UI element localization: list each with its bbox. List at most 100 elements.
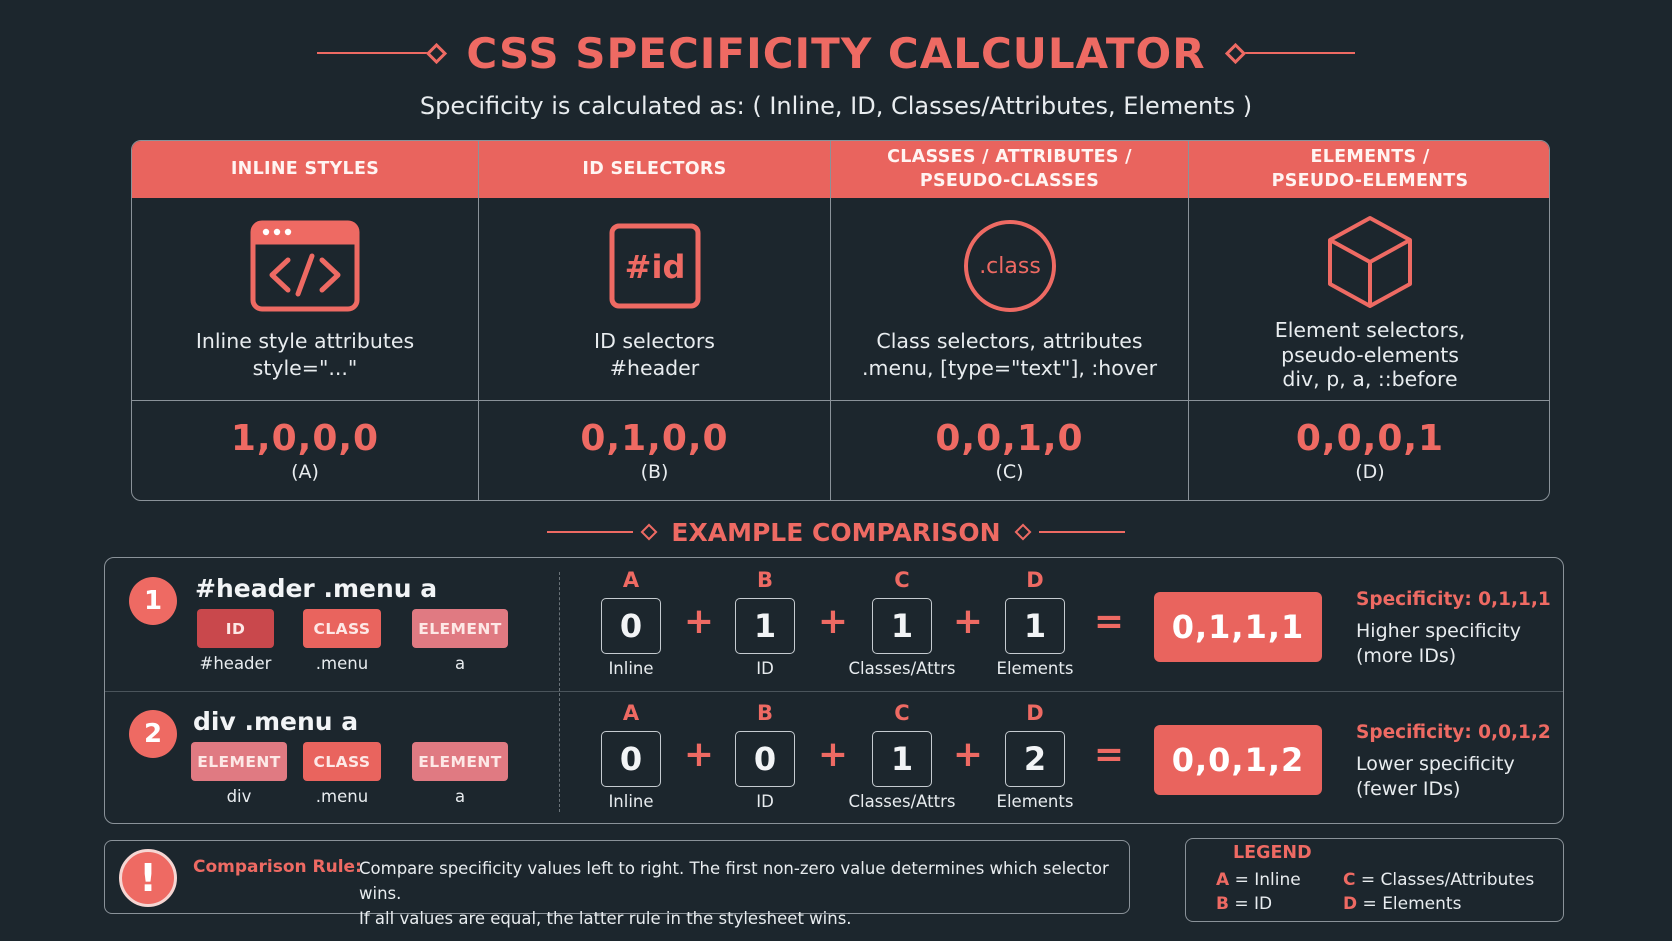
legend-eq: = [1234,870,1249,890]
legend-eq: = [1234,894,1249,914]
legend-key: D [1343,894,1358,914]
plus-sign: + [952,601,984,642]
letter-c: C [894,568,910,592]
column-header-line: ELEMENTS / [1310,147,1430,168]
rule-line: If all values are equal, the latter rule… [359,908,852,928]
column-header: ID SELECTORS [479,141,830,198]
tag-class: CLASS [303,742,381,781]
digit-label: Inline [608,659,654,678]
rule-line: Compare specificity values left to right… [359,859,1109,903]
title-ornament-left [317,42,448,64]
letter-d: D [1026,701,1044,725]
example-comparison-box: 1 #header .menu a ID #header CLASS .menu… [104,557,1564,824]
plus-sign: + [683,734,715,775]
tag-sub-label: a [454,787,466,806]
digit-id: 1 [735,598,795,654]
column-description: ID selectors #header [594,328,715,383]
column-elements: ELEMENTS / PSEUDO-ELEMENTS Element selec… [1189,141,1549,500]
hash-id-icon: #id [609,216,701,316]
legend-item-c: C = Classes/Attributes [1343,870,1534,890]
column-description: Class selectors, attributes .menu, [type… [862,328,1157,383]
example-row-1: 1 #header .menu a ID #header CLASS .menu… [105,558,1563,691]
specificity-letter: (B) [640,461,669,483]
note-line: (fewer IDs) [1356,777,1461,800]
digit-classes: 1 [872,731,932,787]
column-body: Inline style attributes style="..." [132,198,478,401]
digit-inline: 0 [601,731,661,787]
code-window-icon [250,216,360,316]
digit-label: ID [756,659,774,678]
letter-d: D [1026,568,1044,592]
example-number-badge: 1 [129,577,177,625]
letter-b: B [756,568,773,592]
row-divider [105,691,1563,692]
column-divider [559,572,560,812]
specificity-table: INLINE STYLES Inline style attributes [131,140,1550,501]
letter-c: C [894,701,910,725]
tag-sub-label: div [226,787,252,806]
legend-label: Elements [1382,894,1462,914]
description-line: Class selectors, attributes [876,329,1143,353]
letter-a: A [622,701,640,725]
column-header-line: CLASSES / ATTRIBUTES / [887,147,1132,168]
column-footer: 1,0,0,0 (A) [132,401,478,500]
description-line: .menu, [type="text"], :hover [861,356,1158,381]
column-description: Element selectors, pseudo-elements div, … [1275,318,1465,392]
column-header-line: PSEUDO-ELEMENTS [1271,170,1469,191]
note-line: Lower specificity [1356,753,1515,775]
column-footer: 0,0,1,0 (C) [831,401,1188,500]
legend-item-b: B = ID [1216,894,1272,914]
icon-text: #id [624,248,685,286]
alert-icon: ! [119,849,177,907]
column-classes-attributes: CLASSES / ATTRIBUTES / PSEUDO-CLASSES .c… [831,141,1189,500]
specificity-value: 0,0,0,1 [1295,418,1445,459]
legend-item-a: A = Inline [1216,870,1301,890]
digit-label: Elements [996,659,1074,678]
description-line: Inline style attributes [195,329,415,353]
comparison-rule-box: ! Comparison Rule: Compare specificity v… [104,840,1130,928]
specificity-label: Specificity: 0,1,1,1 [1356,589,1551,610]
legend-label: ID [1254,894,1273,914]
result-value: 0,1,1,1 [1154,592,1322,662]
equals-sign: = [1093,734,1125,775]
equals-sign: = [1093,601,1125,642]
description-line: Element selectors, [1274,318,1466,342]
column-header: CLASSES / ATTRIBUTES / PSEUDO-CLASSES [831,141,1188,198]
plus-sign: + [817,601,849,642]
digit-classes: 1 [872,598,932,654]
specificity-value: 0,0,1,0 [935,418,1084,459]
tag-id: ID [197,609,274,648]
rule-title: Comparison Rule: [193,857,362,877]
legend-key: B [1216,894,1229,914]
digit-id: 0 [735,731,795,787]
example-selector: div .menu a [193,707,359,736]
class-circle-icon: .class [962,216,1058,316]
description-line: div, p, a, ::before [1282,367,1458,392]
description-line: #header [609,356,700,381]
tag-sub-label: .menu [315,787,369,806]
column-footer: 0,0,0,1 (D) [1189,401,1549,500]
letter-a: A [622,568,640,592]
plus-sign: + [952,734,984,775]
column-header: ELEMENTS / PSEUDO-ELEMENTS [1189,141,1549,198]
column-body: .class Class selectors, attributes .menu… [831,198,1188,401]
rule-text: Compare specificity values left to right… [359,857,1129,931]
example-heading: EXAMPLE COMPARISON [0,514,1672,550]
tag-element: ELEMENT [412,609,508,648]
tag-element: ELEMENT [412,742,508,781]
example-number-badge: 2 [129,710,177,758]
page-title: CSS SPECIFICITY CALCULATOR [466,28,1206,78]
digit-elements: 2 [1005,731,1065,787]
plus-sign: + [817,734,849,775]
description-line: pseudo-elements [1281,342,1459,367]
column-inline-styles: INLINE STYLES Inline style attributes [132,141,479,500]
legend-title: LEGEND [1233,843,1312,863]
letter-b: B [756,701,773,725]
legend-key: C [1343,870,1356,890]
legend-eq: = [1362,894,1377,914]
specificity-label: Specificity: 0,0,1,2 [1356,722,1551,743]
title-ornament-right [1224,42,1355,64]
description-line: ID selectors [594,329,715,353]
note-line: Higher specificity [1356,620,1521,642]
legend-label: Inline [1254,870,1301,890]
